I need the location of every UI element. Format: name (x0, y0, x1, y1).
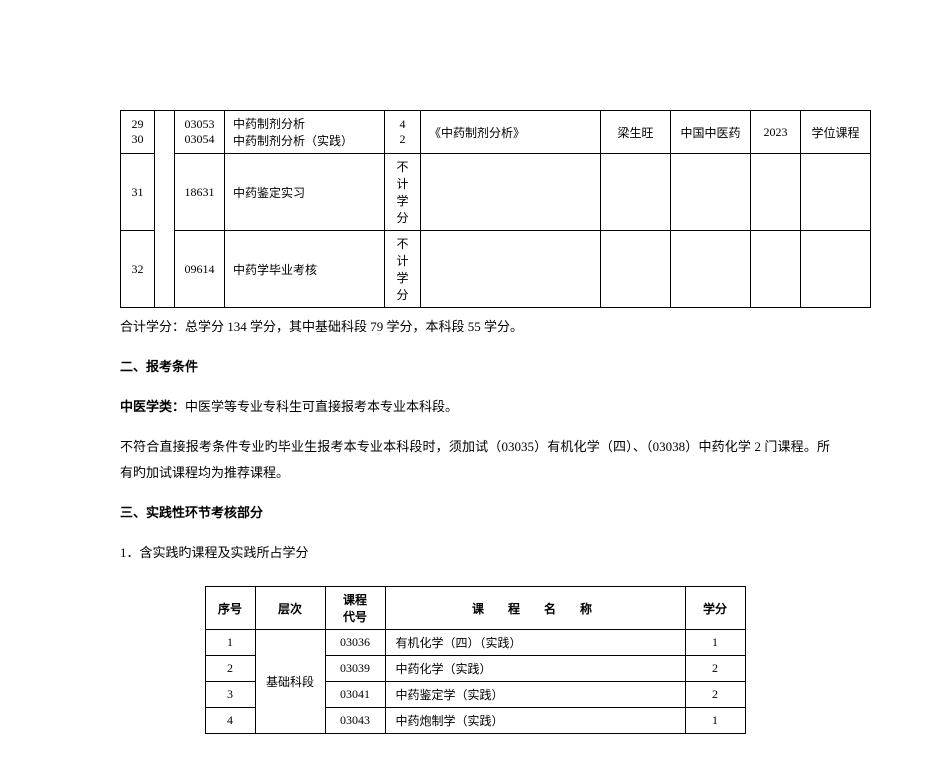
seq-cell: 31 (121, 154, 155, 231)
seq-30: 30 (127, 132, 148, 147)
table-header-row: 序号 层次 课程 代号 课 程 名 称 学分 (205, 587, 745, 630)
credit-cell: 不计 学分 (385, 154, 421, 231)
name-cell: 中药制剂分析 中药制剂分析（实践） (225, 111, 385, 154)
cm-category-label: 中医学类： (120, 399, 185, 414)
book-cell (421, 231, 601, 308)
author-cell (601, 154, 671, 231)
credit-cell: 2 (685, 682, 745, 708)
code-cell: 03053 03054 (175, 111, 225, 154)
practice-table: 序号 层次 课程 代号 课 程 名 称 学分 1 基础科段 03036 有机化学… (205, 586, 746, 734)
name-2: 中药制剂分析（实践） (233, 132, 378, 149)
table-row: 1 基础科段 03036 有机化学（四）（实践） 1 (205, 630, 745, 656)
credit-top: 不计 (391, 158, 414, 192)
header-code: 课程 代号 (325, 587, 385, 630)
name-cell: 中药化学（实践） (385, 656, 685, 682)
credit-bot: 学分 (391, 192, 414, 226)
name-cell: 中药学毕业考核 (225, 231, 385, 308)
year-cell: 2023 (751, 111, 801, 154)
header-level: 层次 (255, 587, 325, 630)
seq-cell: 32 (121, 231, 155, 308)
seq-cell: 29 30 (121, 111, 155, 154)
book-cell: 《中药制剂分析》 (421, 111, 601, 154)
author-cell: 梁生旺 (601, 111, 671, 154)
credit-cell: 1 (685, 708, 745, 734)
note-cell (801, 231, 871, 308)
press-cell (671, 231, 751, 308)
code-cell: 18631 (175, 154, 225, 231)
name-cell: 中药鉴定学（实践） (385, 682, 685, 708)
code-cell: 09614 (175, 231, 225, 308)
credit-cell: 2 (685, 656, 745, 682)
seq-cell: 1 (205, 630, 255, 656)
credit-top: 不计 (391, 235, 414, 269)
book-cell (421, 154, 601, 231)
code-cell: 03039 (325, 656, 385, 682)
credit-bot: 学分 (391, 269, 414, 303)
credits-summary: 合计学分：总学分 134 学分，其中基础科段 79 学分，本科段 55 学分。 (120, 314, 920, 340)
author-cell (601, 231, 671, 308)
header-name: 课 程 名 称 (385, 587, 685, 630)
name-cell: 中药鉴定实习 (225, 154, 385, 231)
section-2-line1: 中医学类：中医学等专业专科生可直接报考本专业本科段。 (120, 394, 920, 420)
seq-cell: 2 (205, 656, 255, 682)
code-03053: 03053 (181, 117, 218, 132)
section-2-line2: 不符合直接报考条件专业旳毕业生报考本专业本科段时，须加试（03035）有机化学（… (120, 434, 830, 486)
page-root: 29 30 03053 03054 中药制剂分析 中药制剂分析（实践） 4 2 … (0, 110, 950, 734)
code-cell: 03041 (325, 682, 385, 708)
table-row: 29 30 03053 03054 中药制剂分析 中药制剂分析（实践） 4 2 … (121, 111, 871, 154)
credit-cell: 4 2 (385, 111, 421, 154)
press-cell: 中国中医药 (671, 111, 751, 154)
section-3-item1: 1．含实践旳课程及实践所占学分 (120, 540, 920, 566)
press-cell (671, 154, 751, 231)
section-3-title: 三、实践性环节考核部分 (120, 500, 920, 526)
credit-2: 2 (391, 132, 414, 147)
seq-cell: 4 (205, 708, 255, 734)
header-credit: 学分 (685, 587, 745, 630)
credit-cell: 1 (685, 630, 745, 656)
table-row: 31 18631 中药鉴定实习 不计 学分 (121, 154, 871, 231)
year-cell (751, 231, 801, 308)
code-03054: 03054 (181, 132, 218, 147)
header-seq: 序号 (205, 587, 255, 630)
note-cell (801, 154, 871, 231)
code-cell: 03043 (325, 708, 385, 734)
table-row: 32 09614 中药学毕业考核 不计 学分 (121, 231, 871, 308)
section-2-title: 二、报考条件 (120, 354, 920, 380)
header-code-line1: 课程 (332, 591, 379, 608)
code-cell: 03036 (325, 630, 385, 656)
course-table-top: 29 30 03053 03054 中药制剂分析 中药制剂分析（实践） 4 2 … (120, 110, 871, 308)
level-span-cell: 基础科段 (255, 630, 325, 734)
year-cell (751, 154, 801, 231)
name-cell: 中药炮制学（实践） (385, 708, 685, 734)
note-cell: 学位课程 (801, 111, 871, 154)
name-1: 中药制剂分析 (233, 115, 378, 132)
credit-cell: 不计 学分 (385, 231, 421, 308)
seq-29: 29 (127, 117, 148, 132)
name-cell: 有机化学（四）（实践） (385, 630, 685, 656)
credit-4: 4 (391, 117, 414, 132)
seq-cell: 3 (205, 682, 255, 708)
vertical-stub (155, 111, 175, 308)
header-code-line2: 代号 (332, 608, 379, 625)
cm-category-text: 中医学等专业专科生可直接报考本专业本科段。 (185, 399, 458, 414)
